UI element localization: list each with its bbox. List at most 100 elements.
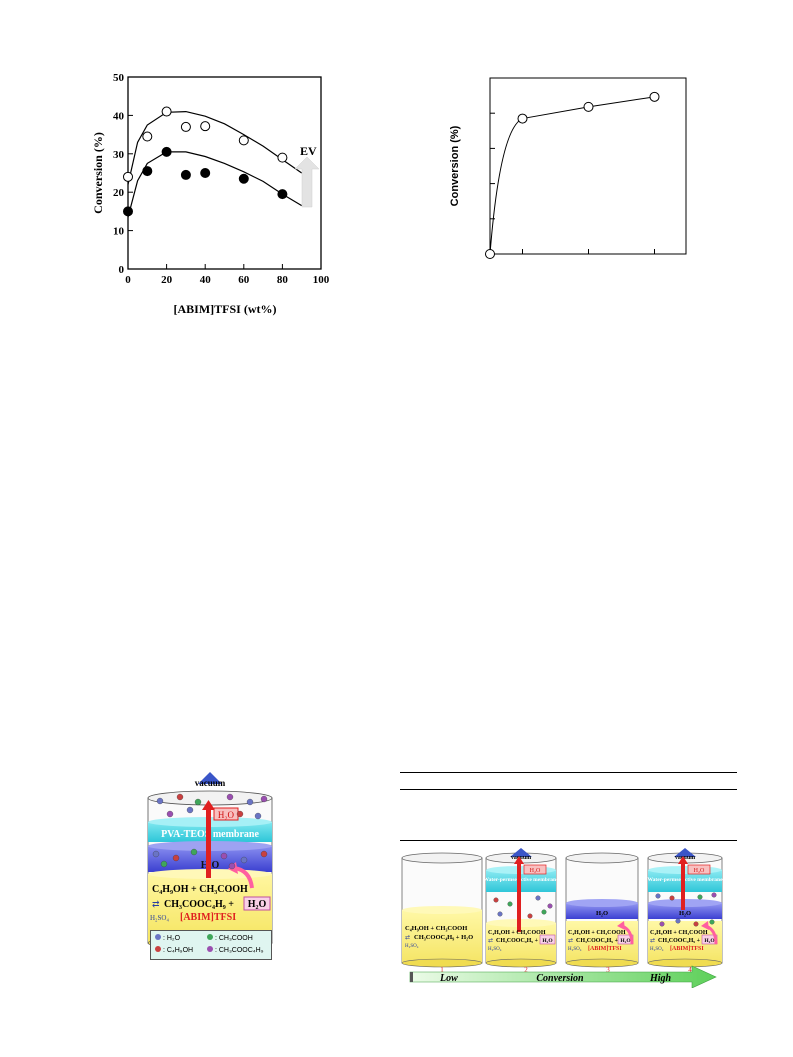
- x-tick-label: 0: [125, 274, 131, 286]
- molecule-dot: [160, 860, 168, 868]
- membrane-reactor-scheme: vacuum PVA-TEOS membrane H₂O H₂O C₄H₉OH …: [147, 772, 273, 950]
- product-water-label: H₂O: [542, 938, 553, 944]
- data-point-filled: [142, 166, 153, 177]
- svg-text:⇄: ⇄: [488, 937, 493, 944]
- product-water-label: H₂O: [248, 899, 267, 910]
- data-point-open: [583, 101, 594, 112]
- molecule-dot: [166, 810, 174, 818]
- reactor-3-ionic-liquid: H₂O C₄H₉OH + CH₃COOH ⇄ CH₃COOC₄H₉ + H₂O …: [565, 852, 639, 974]
- molecule-dot: [186, 806, 194, 814]
- legend-item: : CH₃COOH: [207, 934, 253, 942]
- molecule-dot: [240, 856, 248, 864]
- molecule-dot: [156, 797, 164, 805]
- svg-text:⇄: ⇄: [405, 934, 410, 941]
- product-water-label: H₂O: [704, 938, 715, 944]
- arrow-high-label: High: [649, 973, 672, 984]
- molecule-dot: [228, 862, 236, 870]
- molecule-dot: [254, 812, 262, 820]
- legend-item: : C₄H₉OH: [155, 946, 193, 954]
- data-point-open: [123, 171, 133, 182]
- products-label: CH₃COOC₄H₉ +: [658, 938, 701, 944]
- catalyst-label: H₂SO₄: [488, 947, 502, 952]
- data-point-filled: [200, 168, 211, 178]
- membrane-label: Water-permselective membrane: [483, 877, 559, 883]
- molecule-legend: : H₂O : CH₃COOH : C₄H₉OH : CH₃COOC₄H₉: [150, 930, 272, 960]
- products-label: CH₃COOC₄H₉ +: [496, 938, 539, 944]
- catalyst-label: H₂SO₄: [568, 947, 582, 952]
- molecule-dot: [226, 793, 234, 801]
- molecule-dot: [697, 894, 703, 900]
- water-layer-label: H₂O: [596, 910, 608, 917]
- reactor-1-conventional: C₄H₉OH + CH₃COOH ⇄ CH₃COOC₄H₉ + H₂O H₂SO…: [401, 852, 483, 974]
- vacuum-label: vacuum: [511, 855, 531, 861]
- molecule-dot: [220, 852, 228, 860]
- data-point-filled: [238, 173, 249, 184]
- vacuum-arrow: [198, 772, 222, 784]
- molecule-dot: [659, 921, 665, 927]
- data-point-open: [517, 113, 528, 124]
- molecule-dot: [527, 913, 533, 919]
- molecule-dot: [176, 793, 184, 801]
- data-point-open: [238, 135, 249, 146]
- molecule-dot: [669, 895, 675, 901]
- y-axis-title: Conversion (%): [449, 125, 461, 206]
- reactants-label: C₄H₉OH + CH₃COOH: [488, 930, 546, 936]
- permeate-water-label: H₂O: [218, 810, 235, 820]
- equilibrium-arrow: ⇄: [152, 899, 160, 909]
- plot-frame: [127, 76, 322, 270]
- fit-curve-2: [127, 151, 303, 218]
- series-line: [489, 96, 655, 255]
- reactor-number: 4: [688, 966, 692, 974]
- reactants-label: C₄H₉OH + CH₃COOH: [650, 930, 708, 936]
- conversion-line-chart: Conversion (%): [449, 77, 687, 259]
- ionic-liquid-label: [ABIM]TFSI: [670, 946, 704, 952]
- ionic-liquid-label: [ABIM]TFSI: [180, 912, 236, 923]
- permeate-water-label: H₂O: [530, 868, 541, 874]
- reactor-4-membrane-ionic-liquid: Water-permselective membrane H₂O vacuum …: [647, 848, 723, 974]
- molecule-dot: [260, 850, 268, 858]
- x-tick-label: 60: [238, 274, 250, 286]
- molecule-dot: [541, 909, 547, 915]
- molecule-dot: [194, 798, 202, 806]
- table-header-rule: [400, 789, 737, 790]
- data-point-filled: [123, 206, 133, 217]
- vacuum-label: vacuum: [675, 855, 695, 861]
- svg-text:⇄: ⇄: [568, 937, 573, 944]
- molecule-dot: [152, 850, 160, 858]
- reactor-number: 1: [440, 966, 444, 974]
- x-tick-label: 100: [313, 274, 330, 286]
- conversion-vs-ionic-liquid-chart: 0 20 40 60 80 100 0 10 20 30 40 50 EV Conversion (%…: [91, 72, 330, 316]
- table-bottom-rule: [400, 840, 737, 841]
- data-point-filled: [161, 146, 172, 157]
- molecule-dot: [675, 918, 681, 924]
- molecule-dot: [497, 911, 503, 917]
- molecule-dot: [693, 921, 699, 927]
- molecule-dot: [190, 848, 198, 856]
- x-tick-label: 40: [200, 274, 212, 286]
- catalyst-label: H₂SO₄: [405, 944, 419, 949]
- data-point-open: [485, 249, 495, 259]
- y-axis-title: Conversion (%): [91, 132, 105, 214]
- y-tick-label: 20: [113, 187, 125, 199]
- molecule-dot: [709, 919, 715, 925]
- molecule-dot: [493, 897, 499, 903]
- permeate-water-label: H₂O: [694, 868, 705, 874]
- vacuum-label: vacuum: [195, 778, 226, 788]
- data-point-open: [142, 131, 153, 142]
- legend-item: : H₂O: [155, 934, 180, 942]
- molecule-dot: [260, 795, 268, 803]
- y-tick-label: 10: [113, 226, 125, 238]
- products-label: CH₃COOC₄H₉ +: [164, 899, 234, 910]
- molecule-dot: [246, 798, 254, 806]
- reactor-2-membrane: Water-permselective membrane vacuum H₂O …: [483, 848, 559, 974]
- x-axis-title: [ABIM]TFSI (wt%): [174, 302, 277, 316]
- data-point-open: [200, 121, 211, 132]
- membrane-label: Water-permselective membrane: [647, 877, 723, 883]
- conversion-gradient-arrow: [409, 965, 717, 988]
- fit-curve-1: [127, 110, 303, 185]
- molecule-dot: [236, 810, 244, 818]
- data-point-open: [277, 152, 288, 163]
- arrow-low-label: Low: [439, 973, 458, 984]
- products-label: CH₃COOC₄H₉ +: [576, 938, 619, 944]
- legend-item: : CH₃COOC₄H₉: [207, 946, 264, 954]
